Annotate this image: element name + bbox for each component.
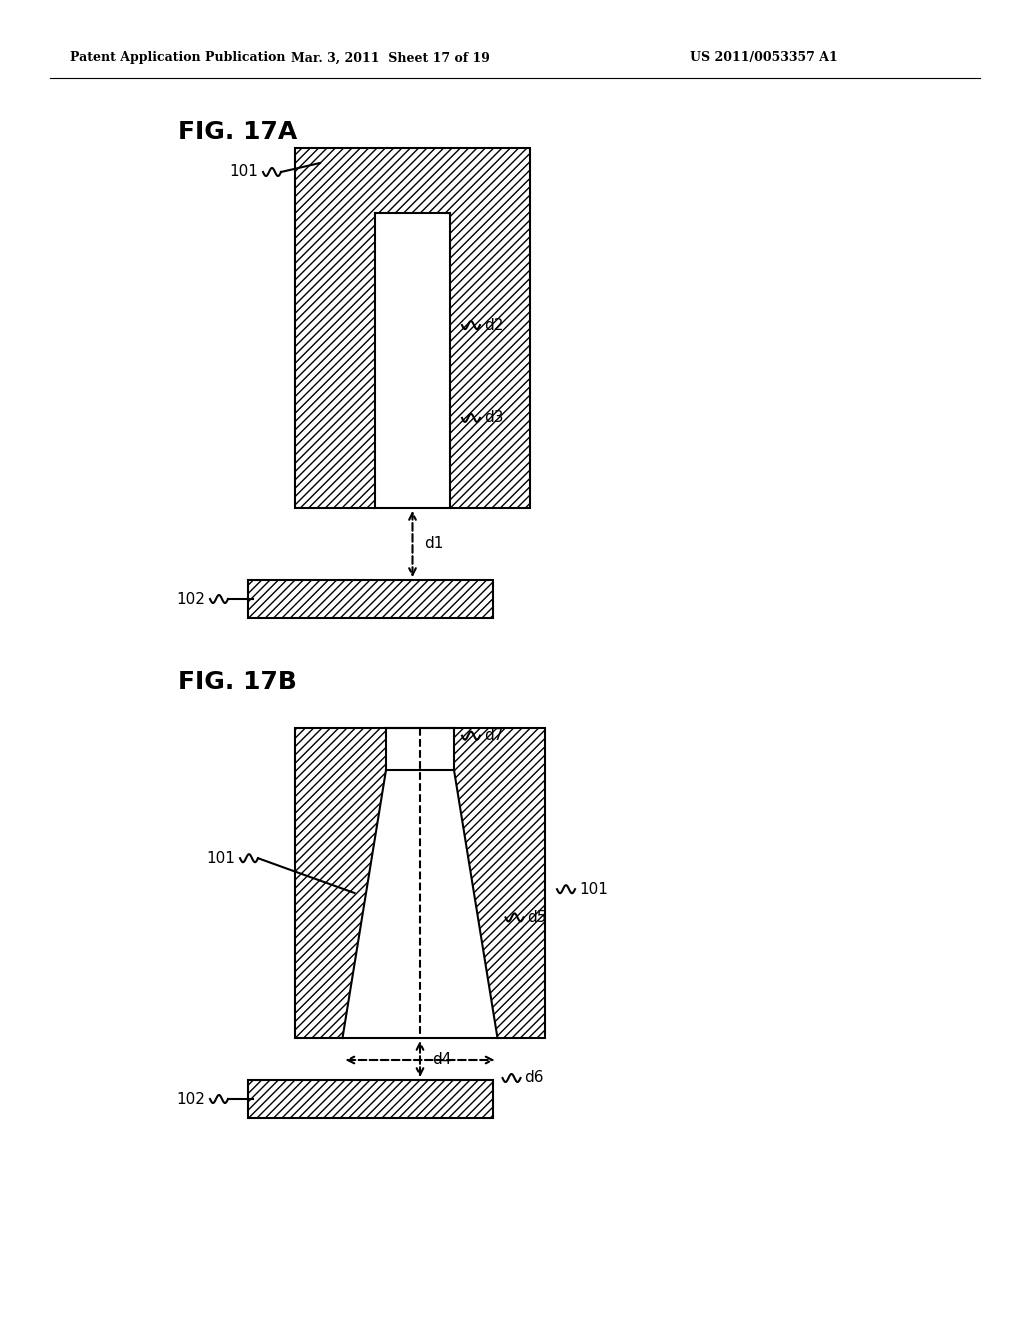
Bar	[386, 729, 454, 770]
Text: d4: d4	[432, 1052, 452, 1067]
Text: d3: d3	[484, 411, 504, 425]
Bar	[295, 729, 545, 1038]
Text: Mar. 3, 2011  Sheet 17 of 19: Mar. 3, 2011 Sheet 17 of 19	[291, 51, 489, 65]
Text: 101: 101	[206, 850, 234, 866]
Bar	[450, 148, 530, 508]
Bar	[375, 148, 450, 213]
Text: d6: d6	[524, 1071, 544, 1085]
Bar	[248, 579, 493, 618]
Text: d5: d5	[527, 909, 547, 925]
Bar	[295, 148, 375, 508]
Bar	[248, 579, 493, 618]
Bar	[295, 148, 530, 508]
Bar	[295, 729, 545, 1038]
Text: US 2011/0053357 A1: US 2011/0053357 A1	[690, 51, 838, 65]
Text: d1: d1	[425, 536, 443, 552]
Bar	[375, 213, 450, 508]
Text: d2: d2	[484, 318, 504, 333]
Polygon shape	[295, 729, 386, 1038]
Polygon shape	[454, 729, 545, 1038]
Text: FIG. 17A: FIG. 17A	[178, 120, 297, 144]
Text: 102: 102	[176, 591, 205, 606]
Bar	[454, 729, 545, 770]
Text: 101: 101	[579, 882, 608, 896]
Text: 102: 102	[176, 1092, 205, 1106]
Text: d7: d7	[484, 729, 504, 743]
Polygon shape	[342, 770, 498, 1038]
Bar	[295, 729, 386, 770]
Text: FIG. 17B: FIG. 17B	[178, 671, 297, 694]
Text: 101: 101	[229, 165, 258, 180]
Bar	[248, 1080, 493, 1118]
Bar	[248, 1080, 493, 1118]
Text: Patent Application Publication: Patent Application Publication	[70, 51, 286, 65]
